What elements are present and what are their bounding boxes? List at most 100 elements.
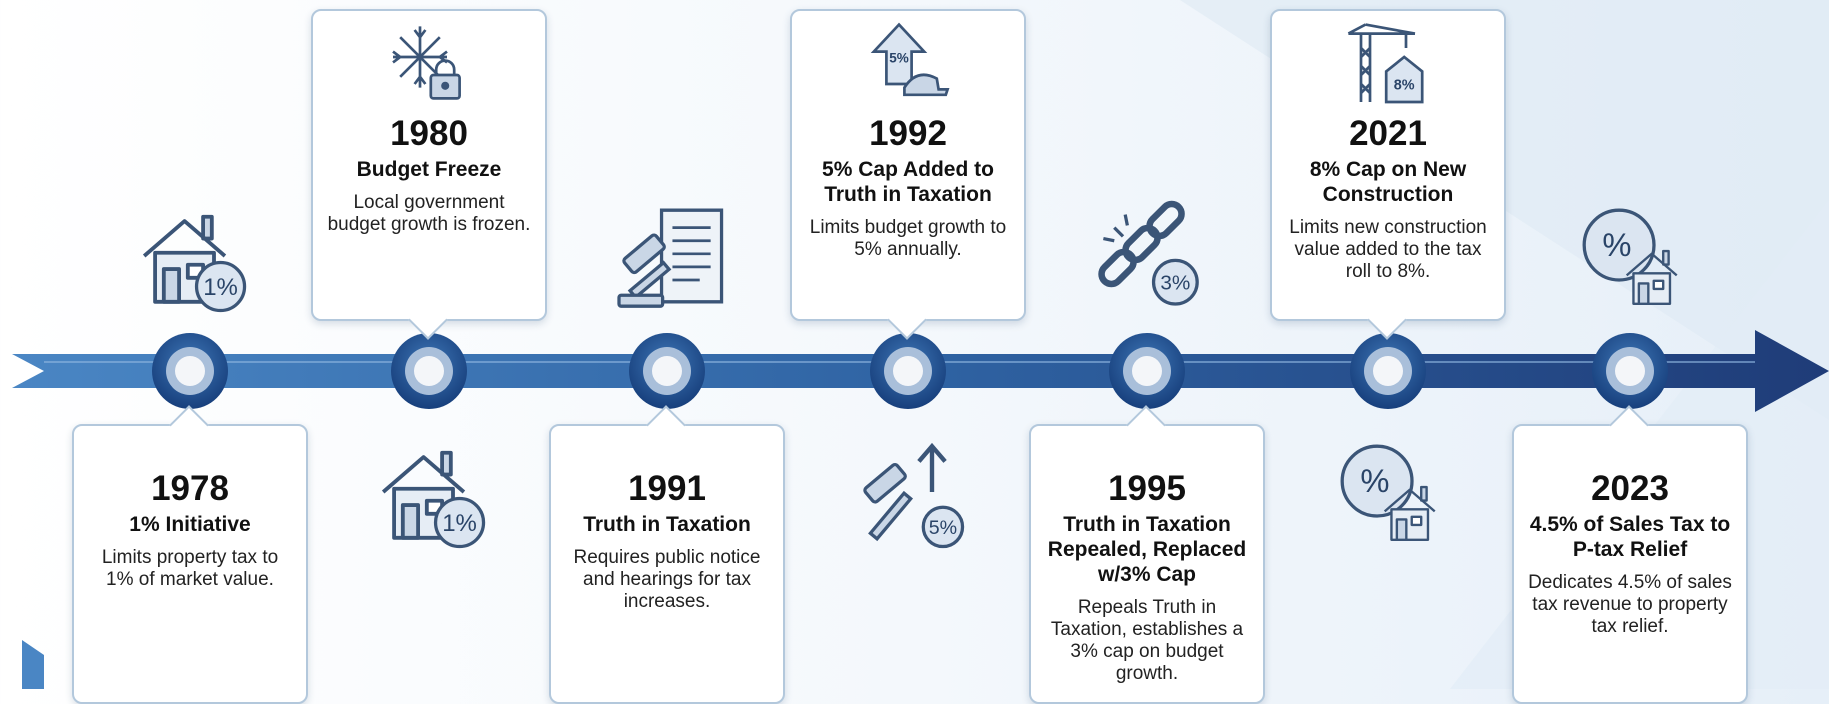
node-center (1373, 356, 1403, 386)
icon-shape (392, 26, 461, 100)
event-description: Requires public notice and hearings for … (573, 547, 761, 612)
card-icon: 5% (870, 22, 950, 97)
event-year: 1980 (390, 114, 468, 153)
icon-part (1098, 248, 1137, 288)
icon-badge (1582, 208, 1656, 282)
node-center (652, 356, 682, 386)
icon-part (617, 293, 665, 308)
icon-text: % (1602, 226, 1631, 263)
event-year: 1991 (628, 469, 706, 508)
icon-part (917, 442, 947, 492)
event-title: Truth in Taxation (583, 513, 751, 536)
icon-part (863, 462, 907, 504)
icon-part (868, 490, 914, 542)
event-title: 5% Cap Added to Truth in Taxation (822, 158, 994, 206)
icon-badge (921, 505, 965, 549)
icon-text: 5% (889, 50, 909, 65)
icon-badge (1340, 444, 1414, 518)
side-icon-graphic: 1% (142, 214, 247, 313)
event-card: 1978 1% Initiative Limits property tax to … (72, 424, 308, 704)
event-year: 2023 (1591, 469, 1669, 508)
icon-part (1662, 249, 1670, 266)
icon-badge (194, 260, 247, 313)
page: (() => { const data = JSON.parse(documen… (0, 0, 1829, 689)
card-icon (392, 26, 461, 100)
icon-text: 8% (1394, 77, 1415, 93)
icon-part (440, 450, 453, 477)
icon-part (1395, 518, 1408, 541)
icon-part (622, 233, 666, 275)
icon-part (201, 214, 214, 241)
event-title: 4.5% of Sales Tax to P-tax Relief (1529, 513, 1731, 561)
event-description: Local government budget growth is frozen… (327, 192, 531, 235)
node-center (893, 356, 923, 386)
node-center (175, 356, 205, 386)
icon-shape (870, 22, 950, 97)
event-card: 8% 2021 8% Cap on New Construction Limits n… (1270, 9, 1506, 321)
icon-part (434, 59, 456, 75)
icon-part (1410, 515, 1423, 527)
icon-part (381, 455, 466, 494)
icon-part (1625, 249, 1678, 305)
icon-text: 3% (1160, 271, 1190, 294)
icon-part (1420, 485, 1428, 502)
icon-shape (1347, 23, 1424, 104)
side-icon-graphic: % (1340, 444, 1436, 541)
event-title: 1% Initiative (129, 513, 251, 536)
event-description: Dedicates 4.5% of sales tax revenue to p… (1528, 572, 1732, 637)
icon-part (863, 442, 947, 542)
icon-part (617, 208, 724, 308)
side-icon: 3% (1087, 196, 1207, 316)
card-icon: 8% (1347, 23, 1424, 104)
event-title: Budget Freeze (356, 158, 502, 181)
icon-part (1652, 279, 1665, 291)
corner-mark (22, 640, 44, 689)
icon-shape (1625, 249, 1678, 305)
icon-part (659, 208, 724, 304)
side-icon-graphic: % (1582, 208, 1678, 305)
icon-part (142, 219, 227, 258)
icon-shape (1098, 200, 1185, 288)
side-icon-graphic: 3% (1098, 200, 1199, 306)
icon-part (1347, 23, 1416, 102)
icon-text: % (1360, 462, 1389, 499)
icon-part (1122, 224, 1161, 264)
event-description: Limits property tax to 1% of market valu… (101, 547, 279, 590)
icon-text: 1% (442, 510, 477, 537)
icon-part (161, 267, 181, 304)
event-card: 1991 Truth in Taxation Requires public not… (549, 424, 785, 704)
icon-shape (617, 208, 724, 308)
event-year: 1995 (1108, 469, 1186, 508)
event-card: 1995 Truth in Taxation Repealed, Replaced… (1029, 424, 1265, 704)
icon-part (1103, 214, 1129, 243)
icon-part (1383, 488, 1436, 513)
side-icon (607, 196, 727, 316)
event-title: 8% Cap on New Construction (1309, 158, 1467, 206)
event-year: 2021 (1349, 114, 1427, 153)
icon-part (400, 503, 420, 540)
icon-badge (433, 496, 486, 549)
icon-text: 5% (929, 517, 957, 539)
icon-part (870, 22, 950, 97)
side-icon: 5% (848, 432, 968, 552)
icon-part (441, 81, 450, 90)
side-icon-graphic: 5% (863, 442, 965, 549)
event-year: 1992 (869, 114, 947, 153)
side-icon-graphic (617, 208, 724, 308)
event-year: 1978 (151, 469, 229, 508)
icon-part (392, 26, 448, 88)
icon-part (1625, 252, 1678, 277)
node-center (1132, 356, 1162, 386)
icon-part (1146, 200, 1185, 240)
event-description: Repeals Truth in Taxation, establishes a… (1050, 597, 1244, 684)
event-description: Limits new construction value added to t… (1289, 217, 1487, 282)
icon-part (870, 22, 928, 86)
icon-part (672, 226, 711, 282)
icon-text: 1% (203, 274, 238, 301)
icon-part (1098, 200, 1185, 288)
node-center (1615, 356, 1645, 386)
event-card: 2023 4.5% of Sales Tax to P-tax Relief Ded… (1512, 424, 1748, 704)
icon-part (1637, 282, 1650, 305)
side-icon: % (1328, 432, 1448, 552)
event-title: Truth in Taxation Repealed, Replaced w/3… (1047, 513, 1247, 586)
